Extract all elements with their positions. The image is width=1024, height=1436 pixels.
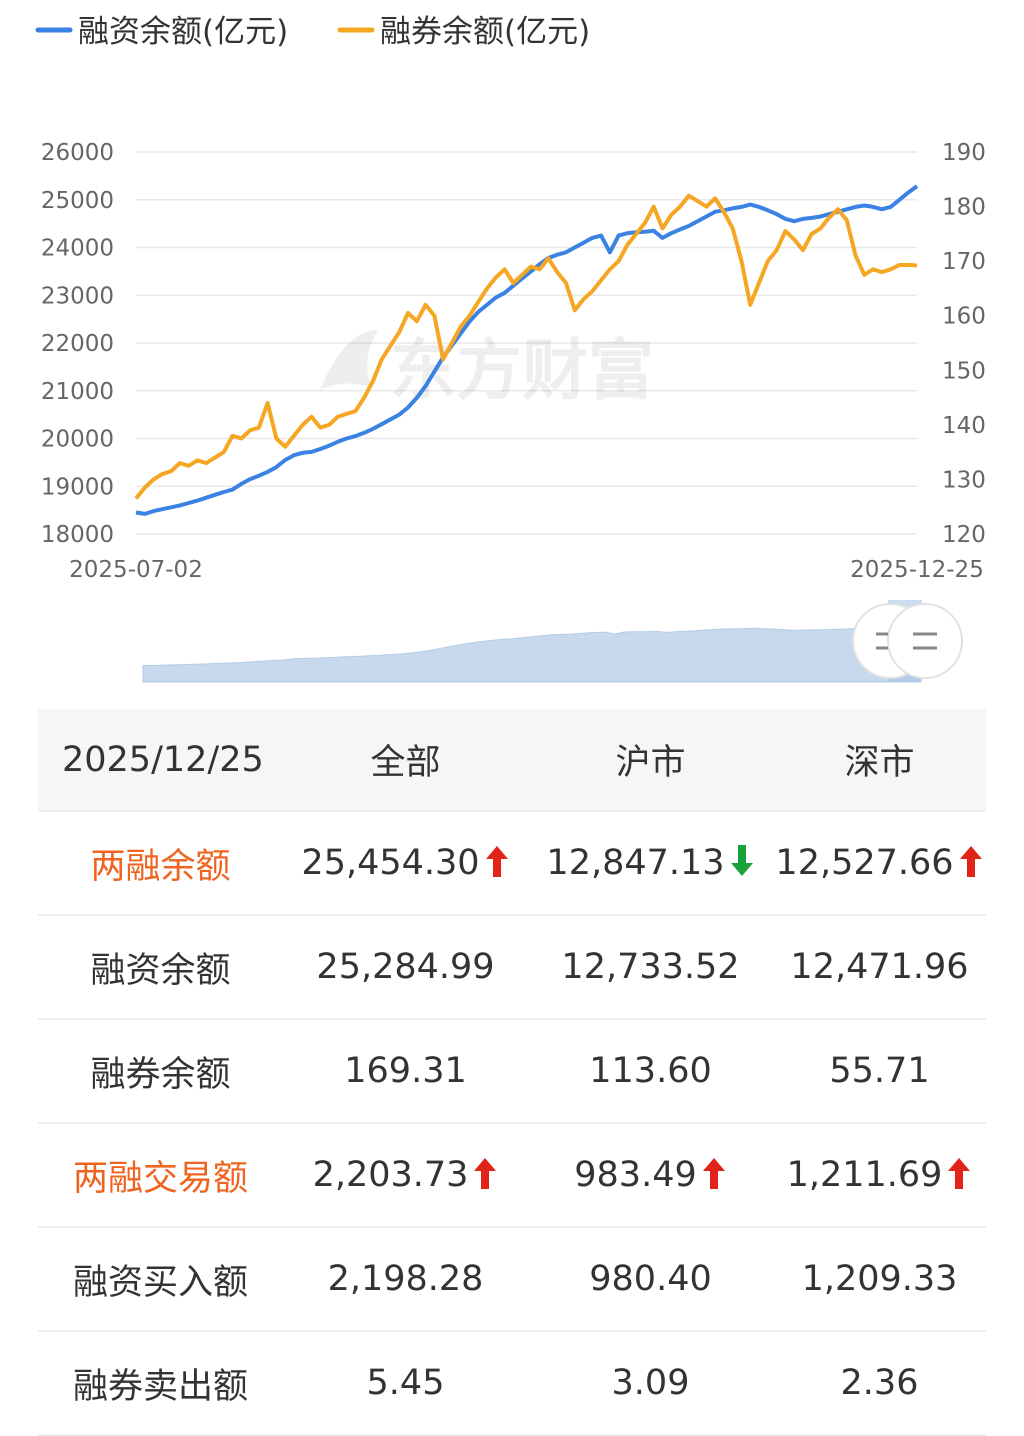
y-right-tick-label: 160 [942,304,986,330]
cell-sh: 983.49 [528,1123,773,1228]
y-right-tick-label: 180 [942,195,986,221]
y-left-tick-label: 20000 [41,427,114,453]
table-row[interactable]: 两融余额 25,454.30 12,847.13 12,527.66 [38,811,986,916]
cell-value: 25,454.30 [301,843,480,883]
cell-value: 12,527.66 [775,843,954,883]
cell-all: 25,284.99 [283,915,528,1020]
legend-label-securities: 融券余额(亿元) [380,14,590,50]
range-navigator[interactable] [142,600,963,683]
cell-value: 1,209.33 [801,1259,958,1299]
y-right-tick-label: 150 [942,358,986,384]
cell-value: 113.60 [589,1051,712,1091]
y-left-tick-label: 24000 [41,236,114,262]
cell-value: 169.31 [344,1051,467,1091]
table-row[interactable]: 融券余额 169.31 113.60 55.71 [38,1019,986,1124]
row-label: 融券卖出额 [38,1331,283,1436]
cell-value: 2,203.73 [312,1155,469,1195]
y-right-tick-label: 190 [942,140,986,166]
cell-value: 983.49 [574,1155,697,1195]
arrow-up-icon [948,1158,971,1189]
y-left-tick-label: 26000 [41,140,114,166]
watermark-logo-icon [320,330,378,390]
table-row[interactable]: 融资余额 25,284.99 12,733.52 12,471.96 [38,915,986,1020]
cell-sz: 55.71 [773,1019,986,1124]
y-right-tick-label: 130 [942,467,986,493]
y-right-tick-label: 170 [942,249,986,275]
navigator-area [142,625,921,683]
y-axis-left: 26000 25000 24000 23000 22000 21000 20000 19000… [41,140,114,548]
cell-all: 2,198.28 [283,1227,528,1332]
cell-sh: 113.60 [528,1019,773,1124]
cell-sz: 2.36 [773,1331,986,1436]
cell-sz: 12,471.96 [773,915,986,1020]
series-line-securities [134,193,918,500]
table-date: 2025/12/25 [38,709,283,812]
x-tick-end: 2025-12-25 [850,557,984,583]
x-tick-start: 2025-07-02 [69,557,203,583]
arrow-up-icon [474,1158,497,1189]
y-left-tick-label: 19000 [41,474,114,500]
y-left-tick-label: 21000 [41,379,114,405]
gridlines [136,151,917,535]
row-label: 融资买入额 [38,1227,283,1332]
cell-sz: 12,527.66 [773,811,986,916]
arrow-up-icon [702,1158,725,1189]
cell-value: 1,211.69 [786,1155,943,1195]
y-right-tick-label: 140 [942,413,986,439]
table-row[interactable]: 融资买入额 2,198.28 980.40 1,209.33 [38,1227,986,1332]
navigator-handle[interactable] [852,603,963,679]
cell-sh: 3.09 [528,1331,773,1436]
row-label: 融资余额 [38,915,283,1020]
column-header-sh[interactable]: 沪市 [528,709,773,812]
cell-sh: 12,733.52 [528,915,773,1020]
cell-sz: 1,209.33 [773,1227,986,1332]
watermark-text: 东方财富 [390,332,654,409]
y-axis-right: 190 180 170 160 150 140 130 120 [942,140,986,548]
row-label: 融券余额 [38,1019,283,1124]
cell-value: 2,198.28 [327,1259,484,1299]
cell-value: 3.09 [611,1363,690,1403]
y-left-tick-label: 25000 [41,188,114,214]
column-header-sz[interactable]: 深市 [773,709,986,812]
cell-all: 5.45 [283,1331,528,1436]
cell-value: 5.45 [366,1363,445,1403]
cell-sh: 12,847.13 [528,811,773,916]
legend[interactable]: 融资余额(亿元) 融券余额(亿元) [35,14,590,50]
row-label: 两融交易额 [38,1123,283,1228]
handle-grip-icon [876,632,937,650]
y-left-tick-label: 23000 [41,283,114,309]
y-right-tick-label: 120 [942,522,986,548]
margin-summary-table: 2025/12/25 全部 沪市 深市 两融余额 25,454.30 12,847.… [38,709,986,1436]
cell-all: 169.31 [283,1019,528,1124]
cell-sh: 980.40 [528,1227,773,1332]
cell-value: 980.40 [589,1259,712,1299]
table-row[interactable]: 融券卖出额 5.45 3.09 2.36 [38,1331,986,1436]
cell-value: 25,284.99 [316,947,495,987]
watermark: 东方财富 [320,330,654,409]
arrow-down-icon [730,845,753,876]
cell-value: 55.71 [829,1051,930,1091]
cell-value: 2.36 [840,1363,919,1403]
margin-balance-chart: 融资余额(亿元) 融券余额(亿元) 26000 25000 24000 23000 22… [35,14,986,683]
table-row[interactable]: 两融交易额 2,203.73 983.49 1,211.69 [38,1123,986,1228]
cell-sz: 1,211.69 [773,1123,986,1228]
cell-value: 12,471.96 [790,947,969,987]
y-left-tick-label: 18000 [41,522,114,548]
cell-all: 25,454.30 [283,811,528,916]
column-header-all[interactable]: 全部 [283,709,528,812]
cell-value: 12,733.52 [561,947,740,987]
cell-all: 2,203.73 [283,1123,528,1228]
legend-label-financing: 融资余额(亿元) [78,14,288,50]
y-left-tick-label: 22000 [41,331,114,357]
cell-value: 12,847.13 [546,843,725,883]
row-label: 两融余额 [38,811,283,916]
arrow-up-icon [485,846,508,877]
table-header-row: 2025/12/25 全部 沪市 深市 [38,709,986,812]
arrow-up-icon [959,846,982,877]
series-line-financing [135,184,919,516]
